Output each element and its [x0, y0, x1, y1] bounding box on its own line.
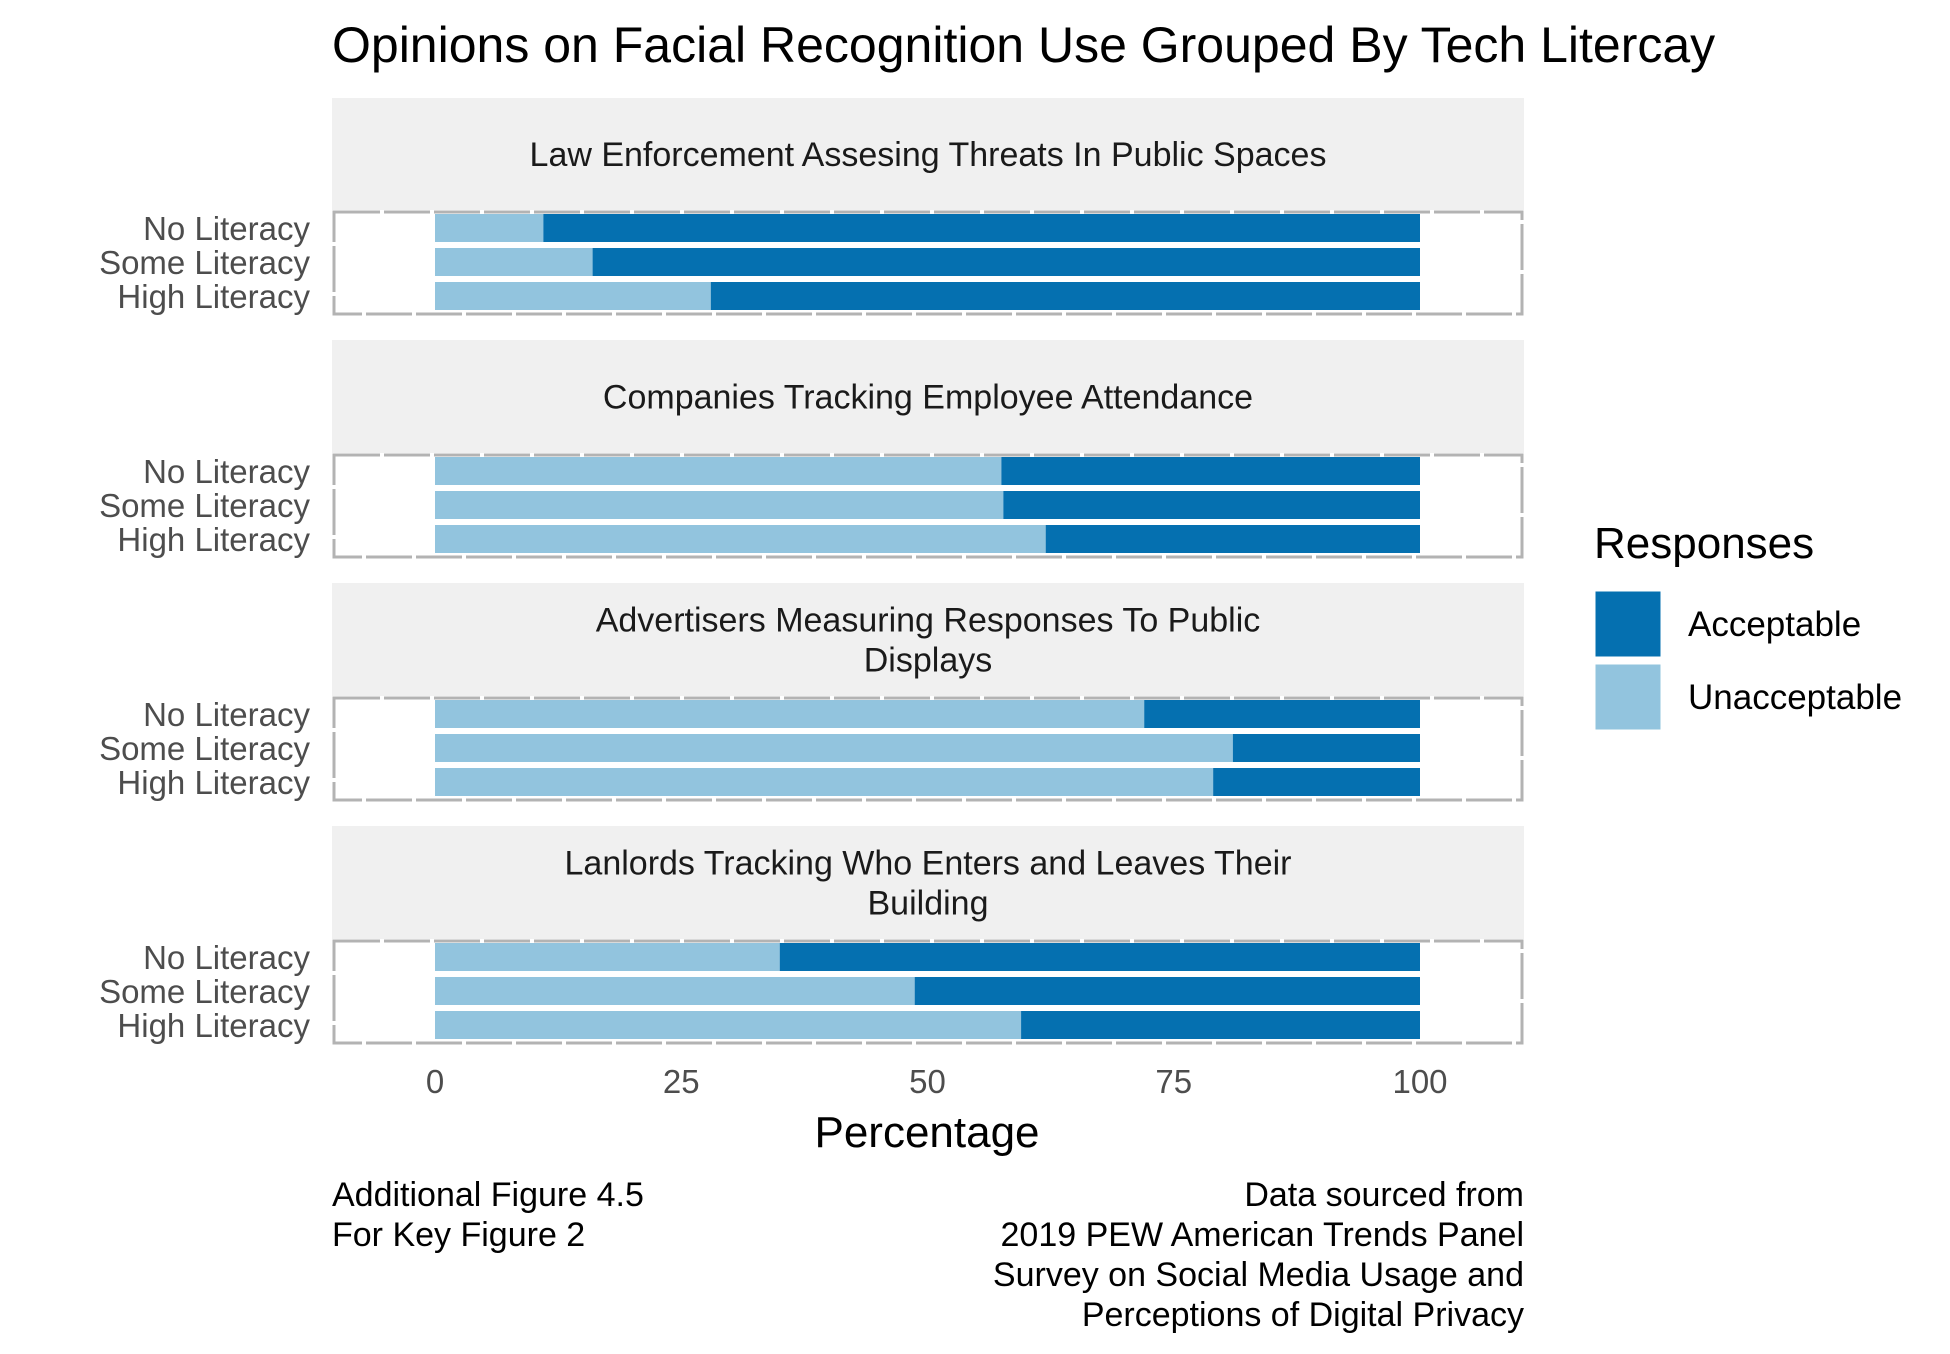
caption-line: Survey on Social Media Usage and — [993, 1256, 1524, 1294]
bar-unacceptable — [435, 214, 544, 242]
x-axis-label: Percentage — [814, 1108, 1039, 1157]
bar-acceptable — [779, 943, 1420, 971]
category-label: No Literacy — [143, 696, 310, 733]
bar-unacceptable — [435, 734, 1233, 762]
x-tick-label: 25 — [663, 1063, 700, 1100]
caption-line: 2019 PEW American Trends Panel — [1001, 1216, 1525, 1254]
bar-acceptable — [543, 214, 1420, 242]
facet-title: Lanlords Tracking Who Enters and Leaves … — [565, 845, 1292, 883]
bar-acceptable — [914, 977, 1420, 1005]
caption-line: For Key Figure 2 — [332, 1216, 585, 1254]
category-label: Some Literacy — [99, 730, 310, 767]
facet-strip — [332, 826, 1524, 939]
facet-panel: Advertisers Measuring Responses To Publi… — [99, 583, 1524, 802]
facet-title: Building — [868, 885, 989, 923]
bar-acceptable — [592, 248, 1420, 276]
category-label: No Literacy — [143, 939, 310, 976]
category-label: Some Literacy — [99, 973, 310, 1010]
legend-label: Unacceptable — [1688, 678, 1902, 717]
panel-frame — [332, 696, 1524, 802]
caption-line: Perceptions of Digital Privacy — [1082, 1296, 1524, 1334]
panel-frame — [332, 453, 1524, 559]
category-label: High Literacy — [117, 278, 310, 315]
category-label: High Literacy — [117, 764, 310, 801]
facet-panel: Companies Tracking Employee Attendance No… — [99, 340, 1524, 559]
panel-frame — [332, 210, 1524, 316]
bar-unacceptable — [435, 1011, 1022, 1039]
bar-acceptable — [1001, 457, 1420, 485]
facet-panel: Law Enforcement Assesing Threats In Publ… — [99, 98, 1524, 316]
facet-panel: Lanlords Tracking Who Enters and Leaves … — [99, 826, 1524, 1045]
legend-swatch-acceptable — [1592, 588, 1664, 660]
bar-unacceptable — [435, 700, 1145, 728]
bar-acceptable — [1232, 734, 1420, 762]
chart-title: Opinions on Facial Recognition Use Group… — [332, 17, 1715, 73]
facet-title: Law Enforcement Assesing Threats In Publ… — [530, 136, 1327, 174]
bar-unacceptable — [435, 248, 593, 276]
bar-acceptable — [710, 282, 1420, 310]
facet-strip — [332, 583, 1524, 696]
category-label: No Literacy — [143, 210, 310, 247]
bar-unacceptable — [435, 768, 1214, 796]
bar-acceptable — [1045, 525, 1420, 553]
bar-acceptable — [1003, 491, 1420, 519]
x-tick-label: 75 — [1155, 1063, 1192, 1100]
legend-title: Responses — [1594, 519, 1814, 568]
legend-label: Acceptable — [1688, 605, 1861, 644]
x-axis: 0 25 50 75 100 — [426, 1063, 1448, 1100]
legend: Responses Acceptable Unacceptable — [1592, 519, 1902, 733]
facet-title: Companies Tracking Employee Attendance — [603, 379, 1253, 417]
bar-unacceptable — [435, 457, 1002, 485]
facet-title: Displays — [864, 642, 992, 680]
x-tick-label: 100 — [1392, 1063, 1447, 1100]
caption-line: Data sourced from — [1244, 1176, 1524, 1214]
bar-acceptable — [1213, 768, 1420, 796]
category-label: High Literacy — [117, 1007, 310, 1044]
facet-strip — [332, 98, 1524, 210]
category-label: Some Literacy — [99, 244, 310, 281]
category-label: High Literacy — [117, 521, 310, 558]
bar-unacceptable — [435, 282, 711, 310]
bar-unacceptable — [435, 491, 1004, 519]
category-label: Some Literacy — [99, 487, 310, 524]
caption-line: Additional Figure 4.5 — [332, 1176, 644, 1214]
bar-unacceptable — [435, 525, 1046, 553]
bar-acceptable — [1144, 700, 1420, 728]
facet-title: Advertisers Measuring Responses To Publi… — [596, 602, 1261, 640]
x-tick-label: 0 — [426, 1063, 444, 1100]
legend-swatch-unacceptable — [1592, 661, 1664, 733]
x-tick-label: 50 — [909, 1063, 946, 1100]
bar-unacceptable — [435, 943, 780, 971]
facet-strip — [332, 340, 1524, 453]
facet-panels: Law Enforcement Assesing Threats In Publ… — [99, 98, 1524, 1045]
bar-acceptable — [1021, 1011, 1420, 1039]
category-label: No Literacy — [143, 453, 310, 490]
panel-frame — [332, 939, 1524, 1045]
bar-unacceptable — [435, 977, 915, 1005]
